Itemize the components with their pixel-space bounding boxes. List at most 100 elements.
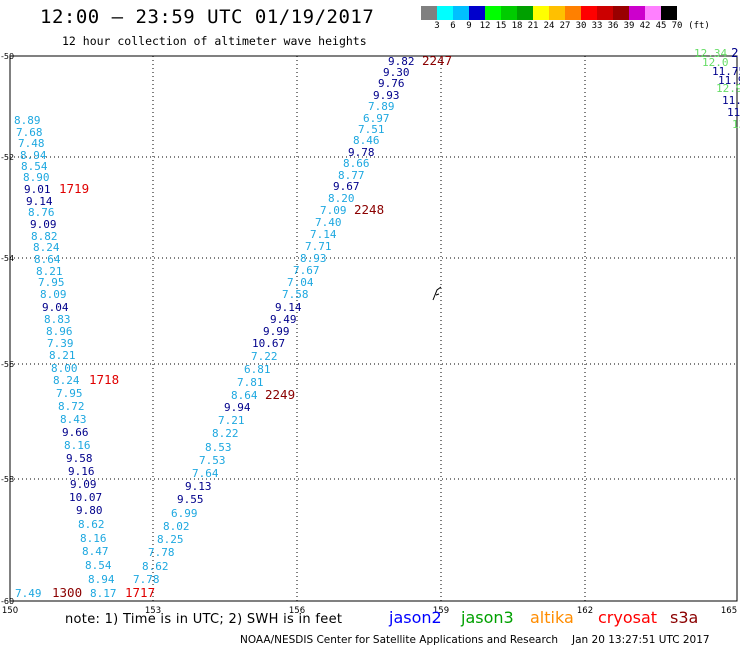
wave-height-label: 8.20 <box>328 192 355 205</box>
wave-height-label: 7.81 <box>237 376 264 389</box>
wave-height-label: 9.58 <box>66 452 93 465</box>
wave-height-label: 8.02 <box>163 520 190 533</box>
wave-height-label: 7.14 <box>310 228 337 241</box>
x-tick-label: 165 <box>721 606 737 616</box>
legend-swatch <box>613 6 629 20</box>
wave-height-label: 8.53 <box>205 441 232 454</box>
wave-height-label: 7.09 <box>320 204 347 217</box>
wave-height-label: 8.17 <box>90 587 117 600</box>
legend-swatch <box>517 6 533 20</box>
wave-height-label: 8.43 <box>60 413 87 426</box>
satellite-s3a: s3a <box>670 608 699 627</box>
wave-height-label: 8.83 <box>44 313 71 326</box>
wave-height-label: 8.94 <box>88 573 115 586</box>
wave-height-label: 8.00 <box>51 362 78 375</box>
wave-height-label: 6.99 <box>171 507 198 520</box>
wave-height-label: 7.78 <box>148 546 175 559</box>
satellite-jason2: jason2 <box>389 608 442 627</box>
wave-height-label: 8.47 <box>82 545 109 558</box>
time-label: 1717 <box>125 585 155 600</box>
wave-height-label: 8.82 <box>31 230 58 243</box>
wave-height-label: 8.96 <box>46 325 73 338</box>
footer-timestamp: Jan 20 13:27:51 UTC 2017 <box>572 634 710 646</box>
legend-label: (ft) <box>688 21 710 31</box>
wave-height-label: 7.58 <box>282 288 309 301</box>
legend-label: 30 <box>575 21 587 31</box>
legend-label: 9 <box>466 21 472 31</box>
legend-label: 12 <box>479 21 491 31</box>
wave-height-label: 12.9 <box>716 82 740 95</box>
pencil-mark-icon <box>432 286 442 301</box>
wave-height-label: 6.97 <box>363 112 390 125</box>
footer-org: NOAA/NESDIS Center for Satellite Applica… <box>240 634 558 646</box>
wave-height-label: 8.24 <box>53 374 80 387</box>
legend-label: 39 <box>623 21 635 31</box>
wave-height-label: 7.68 <box>16 126 43 139</box>
wave-height-label: 7.67 <box>293 264 320 277</box>
satellite-cryosat: cryosat <box>598 608 658 627</box>
wave-height-label: 9.55 <box>177 493 204 506</box>
y-tick-label: -52 <box>1 153 14 162</box>
wave-height-label: 7.53 <box>199 454 226 467</box>
legend-swatch <box>421 6 437 20</box>
wave-height-label: 8.16 <box>80 532 107 545</box>
legend-labels: 3 6 9 12 15 18 21 24 27 30 33 36 39 42 45 70 (ft) <box>421 20 740 34</box>
wave-height-label: 9.16 <box>68 465 95 478</box>
wave-height-label: 7.40 <box>315 216 342 229</box>
wave-height-label: 7.04 <box>287 276 314 289</box>
time-label: 2247 <box>422 53 452 68</box>
wave-height-label: 7.49 <box>15 587 42 600</box>
wave-height-label: 13 <box>732 118 740 131</box>
wave-height-label: 9.09 <box>30 218 57 231</box>
wave-height-label: 7.89 <box>368 100 395 113</box>
map-frame <box>9 55 738 602</box>
legend-swatch <box>437 6 453 20</box>
legend-label: 42 <box>639 21 651 31</box>
wave-height-label: 9.14 <box>26 195 53 208</box>
wave-height-label: 8.62 <box>78 518 105 531</box>
wave-height-label: 9.80 <box>76 504 103 517</box>
wave-height-label: 7.95 <box>56 387 83 400</box>
wave-height-label: 9.76 <box>378 77 405 90</box>
x-tick-label: 159 <box>433 606 449 616</box>
legend-swatch <box>469 6 485 20</box>
legend-label: 33 <box>591 21 603 31</box>
wave-height-label: 12.34 <box>694 47 727 60</box>
page-subtitle: 12 hour collection of altimeter wave hei… <box>62 34 367 48</box>
wave-height-label: 8.09 <box>40 288 67 301</box>
wave-height-label: 8.76 <box>28 206 55 219</box>
legend-label: 18 <box>511 21 523 31</box>
wave-height-label: 7.95 <box>38 276 65 289</box>
wave-height-label: 8.54 <box>85 559 112 572</box>
wave-height-label: 7.78 <box>133 573 160 586</box>
wave-height-label: 9.94 <box>224 401 251 414</box>
time-label: 2249 <box>265 387 295 402</box>
wave-height-label: 11 <box>727 106 740 119</box>
time-label: 2248 <box>354 202 384 217</box>
x-tick-label: 150 <box>2 606 18 616</box>
wave-height-label: 8.90 <box>23 171 50 184</box>
y-tick-label: -58 <box>1 475 14 484</box>
wave-height-label: 9.82 <box>388 55 415 68</box>
time-label: 1300 <box>52 585 82 600</box>
wave-height-label: 8.46 <box>353 134 380 147</box>
legend-label: 36 <box>607 21 619 31</box>
legend-swatch <box>629 6 645 20</box>
legend-swatches <box>421 6 740 20</box>
legend-swatch <box>501 6 517 20</box>
legend-swatch <box>597 6 613 20</box>
wave-height-label: 9.93 <box>373 89 400 102</box>
wave-height-label: 7.71 <box>305 240 332 253</box>
y-tick-label: -56 <box>1 360 14 369</box>
y-tick-label: -50 <box>1 52 14 61</box>
wave-height-label: 12.0 <box>702 56 729 69</box>
legend-label: 3 <box>434 21 440 31</box>
wave-height-label: 8.64 <box>34 253 61 266</box>
wave-height-label: 8.93 <box>300 252 327 265</box>
legend-label: 70 <box>671 21 683 31</box>
wave-height-label: 11.6 <box>722 94 740 107</box>
legend-label: 6 <box>450 21 456 31</box>
wave-height-label: 8.54 <box>21 160 48 173</box>
satellite-jason3: jason3 <box>461 608 514 627</box>
